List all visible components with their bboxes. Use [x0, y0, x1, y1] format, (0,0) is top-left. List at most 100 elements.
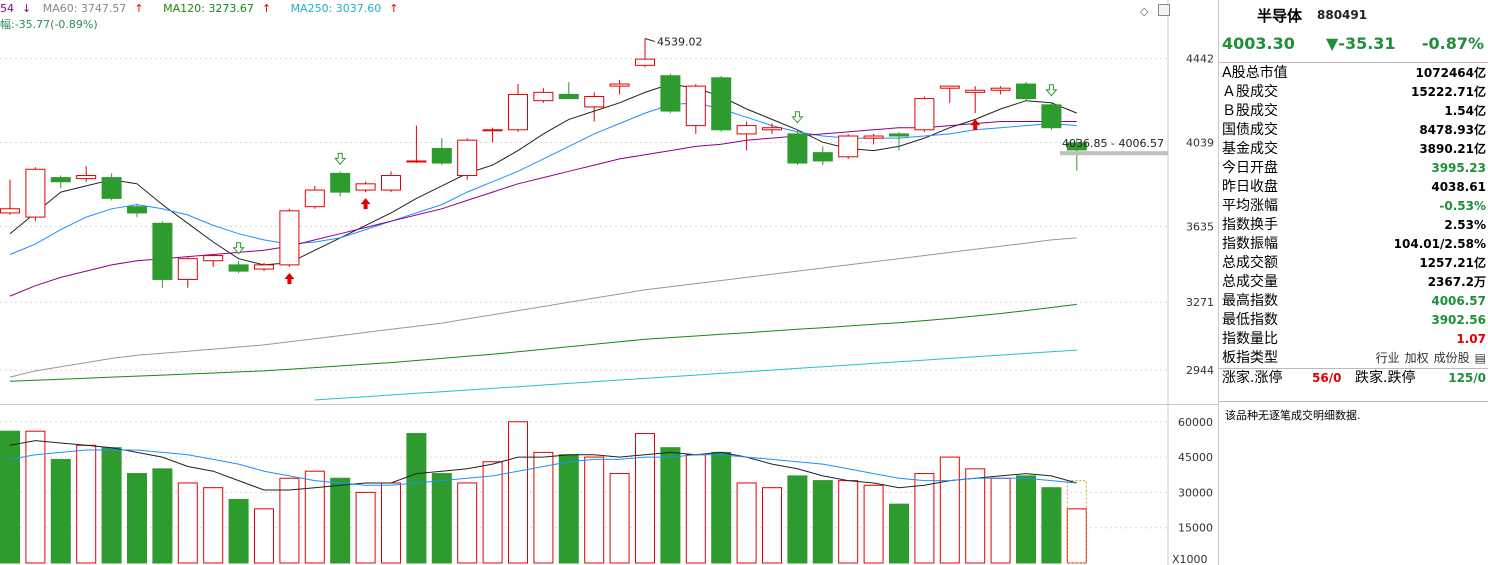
candle-body	[812, 152, 833, 162]
stat-label: 指数量比	[1222, 331, 1278, 347]
volume-ma-lines	[9, 440, 1077, 491]
stat-label: 总成交额	[1222, 255, 1278, 271]
stat-value: 1257.21亿	[1419, 256, 1486, 270]
candle	[50, 175, 71, 188]
candle	[101, 173, 122, 201]
stat-row: 指数换手 2.53%	[1219, 216, 1488, 235]
sell-arrow-icon	[1045, 84, 1058, 97]
stat-row: 指数振幅 104.01/2.58%	[1219, 235, 1488, 254]
stat-row: 平均涨幅 -0.53%	[1219, 197, 1488, 216]
candle-body	[457, 139, 478, 177]
stat-label: 总成交量	[1222, 274, 1278, 290]
candle-body	[533, 91, 554, 102]
ma-line-ma60	[9, 237, 1077, 378]
ma-line-ma250	[314, 349, 1077, 401]
stat-value: -0.53%	[1439, 199, 1486, 213]
stat-row: 总成交额 1257.21亿	[1219, 254, 1488, 273]
stat-row: Ｂ股成交 1.54亿	[1219, 102, 1488, 121]
candle-body	[1066, 142, 1087, 151]
volume-bars	[0, 421, 1087, 564]
index-type-tag[interactable]: 成份股	[1433, 351, 1470, 365]
volume-bar	[203, 487, 224, 564]
candle	[457, 138, 478, 180]
legend-prefix: 54 ↓	[0, 2, 32, 15]
candle	[406, 125, 427, 164]
candle-body	[711, 77, 732, 131]
volume-bar	[914, 473, 935, 564]
candle	[254, 262, 274, 272]
volume-bar	[711, 451, 732, 564]
volume-tick-label: 45000	[1178, 451, 1213, 464]
candle	[990, 86, 1011, 95]
candle-body	[101, 177, 122, 199]
candle	[482, 127, 503, 143]
volume-bar	[863, 484, 884, 564]
volume-bar	[660, 447, 681, 564]
window-box-icon[interactable]	[1157, 4, 1170, 16]
high-label: 4539.02	[657, 36, 703, 49]
divider	[1219, 62, 1488, 63]
candle	[1016, 81, 1036, 101]
candle	[25, 167, 46, 222]
candle-body	[584, 96, 605, 108]
candle	[304, 185, 325, 209]
volume-bar	[127, 473, 147, 564]
volume-bar	[177, 482, 198, 564]
stat-row: A股总市值 1072464亿	[1219, 64, 1488, 83]
stat-value: 2.53%	[1444, 218, 1486, 232]
index-type-tag[interactable]: 行业	[1375, 351, 1400, 365]
volume-bar	[533, 451, 554, 564]
candle	[533, 88, 554, 103]
candle	[228, 260, 249, 274]
volume-bar	[584, 456, 605, 564]
candle-body	[889, 133, 909, 137]
candle	[584, 92, 605, 122]
kline-chart[interactable]: 4442 4039 3635 3271 2944 60000 45000 30000 15000…	[0, 0, 1218, 565]
candle	[762, 123, 782, 134]
ma-legend: 54 ↓ MA60: 3747.57 ↑ MA120: 3273.67 ↑ MA250…	[0, 2, 414, 15]
stat-row: 国债成交 8478.93亿	[1219, 121, 1488, 140]
advancers-label: 涨家.涨停	[1222, 370, 1283, 386]
candle-body	[406, 160, 427, 163]
volume-bar	[304, 470, 325, 564]
stat-row: 指数量比 1.07	[1219, 330, 1488, 349]
tick-data-note: 该品种无逐笔成交明细数据.	[1225, 409, 1361, 422]
stat-label: 最低指数	[1222, 312, 1278, 328]
stat-value: 1072464亿	[1415, 66, 1486, 80]
volume-bar	[0, 430, 20, 564]
stat-label: Ａ股成交	[1222, 84, 1278, 100]
candle	[0, 179, 20, 215]
signal-markers	[232, 84, 1058, 284]
stat-row: 基金成交 3890.21亿	[1219, 140, 1488, 159]
candle	[152, 221, 173, 288]
candle-body	[279, 210, 300, 266]
volume-bar	[279, 477, 300, 564]
candle-body	[304, 189, 325, 208]
volume-ma-vma10	[9, 449, 1077, 486]
volume-bar	[254, 508, 274, 564]
decliners-value: 125/0	[1448, 371, 1486, 385]
diamond-icon[interactable]: ◇	[1140, 5, 1149, 18]
grid-icon[interactable]: ▤	[1474, 351, 1486, 365]
volume-bar	[228, 498, 249, 564]
candle	[863, 133, 884, 145]
stat-row: 昨日收盘 4038.61	[1219, 178, 1488, 197]
index-type-tag[interactable]: 加权	[1404, 351, 1429, 365]
advance-decline-row: 涨家.涨停 56/0 跌家.跌停 125/0	[1219, 369, 1488, 388]
candle-body	[736, 125, 757, 135]
stat-label: 国债成交	[1222, 122, 1278, 138]
candle-body	[508, 93, 528, 131]
buy-arrow-icon	[360, 198, 371, 210]
stat-row: 总成交量 2367.2万	[1219, 273, 1488, 292]
candle	[381, 171, 401, 193]
volume-bar	[787, 475, 808, 564]
ma-line-ma120	[9, 303, 1077, 382]
panel-divider	[0, 404, 1218, 405]
price-tick-label: 3271	[1186, 296, 1214, 309]
stat-value: 2367.2万	[1427, 275, 1486, 289]
stat-value: 3995.23	[1431, 161, 1486, 175]
candle	[279, 208, 300, 267]
candle-body	[0, 208, 20, 214]
candle-body	[990, 87, 1011, 91]
candle-body	[482, 129, 503, 132]
